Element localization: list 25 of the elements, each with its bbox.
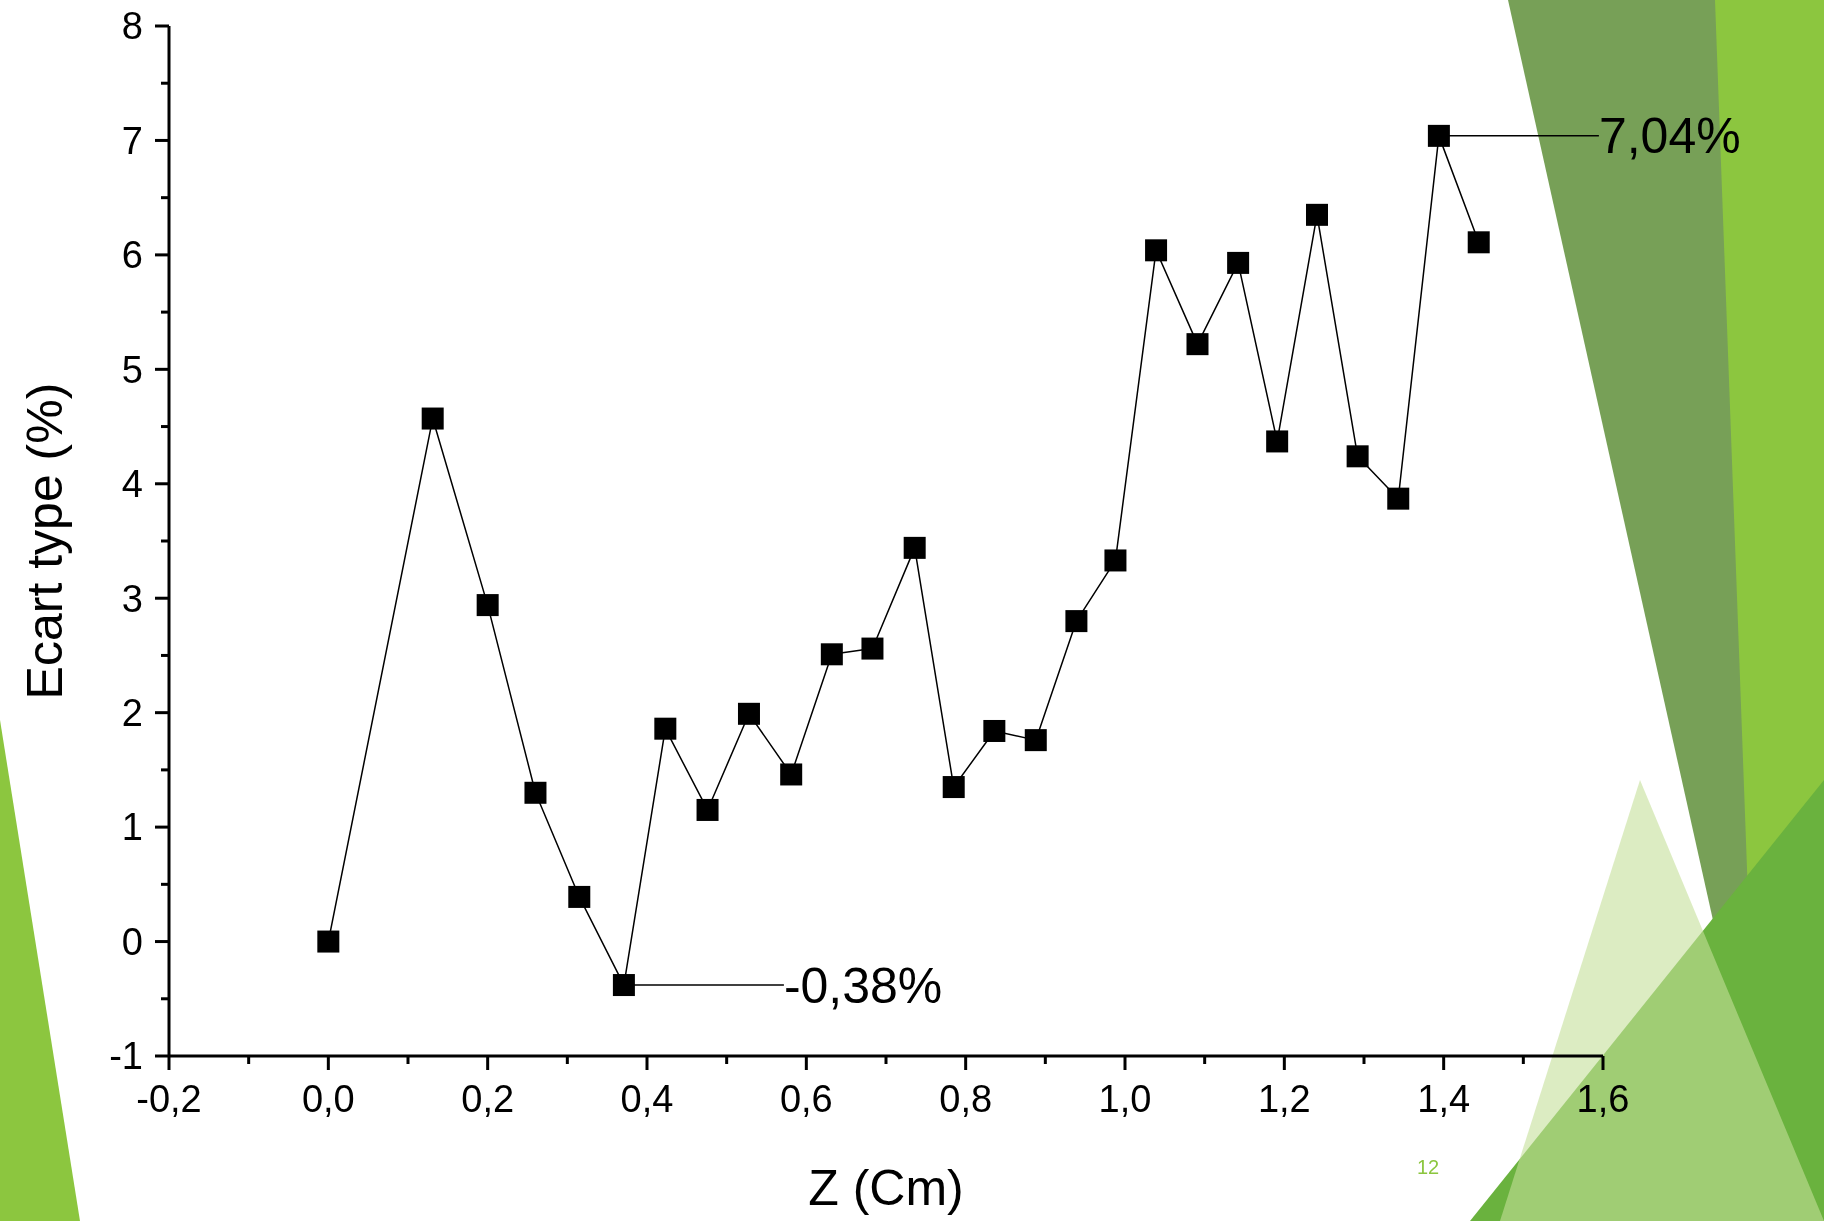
y-axis-title: Ecart type (%) <box>17 382 73 700</box>
x-tick-label: 0,4 <box>620 1078 674 1120</box>
x-tick-label: 0,6 <box>779 1078 833 1120</box>
y-tick-label: 8 <box>121 5 143 48</box>
y-tick-label: 0 <box>121 920 143 963</box>
x-tick-label: 1,6 <box>1576 1078 1630 1120</box>
y-tick-label: 2 <box>121 691 143 734</box>
y-tick-label: 7 <box>121 119 143 162</box>
y-tick-label: 4 <box>121 463 143 506</box>
x-tick-label: 1,4 <box>1417 1078 1471 1120</box>
y-tick-label: 3 <box>121 577 143 620</box>
x-tick-label: 0,0 <box>301 1078 355 1120</box>
y-tick-label: 5 <box>121 348 143 391</box>
x-tick-label: -0,2 <box>136 1078 202 1120</box>
text: 12 <box>1416 1156 1440 1178</box>
y-tick-label: -1 <box>109 1035 143 1078</box>
x-axis-title: Z (Cm) <box>808 1160 964 1216</box>
x-tick-label: 0,8 <box>939 1078 993 1120</box>
y-tick-label: 1 <box>121 806 143 849</box>
x-tick-label: 1,0 <box>1098 1078 1152 1120</box>
x-tick-label: 1,2 <box>1257 1078 1311 1120</box>
annotation: -0,38% <box>783 957 943 1014</box>
x-tick-label: 0,2 <box>461 1078 515 1120</box>
annotation: 7,04% <box>1598 108 1741 165</box>
y-tick-label: 6 <box>121 234 143 277</box>
